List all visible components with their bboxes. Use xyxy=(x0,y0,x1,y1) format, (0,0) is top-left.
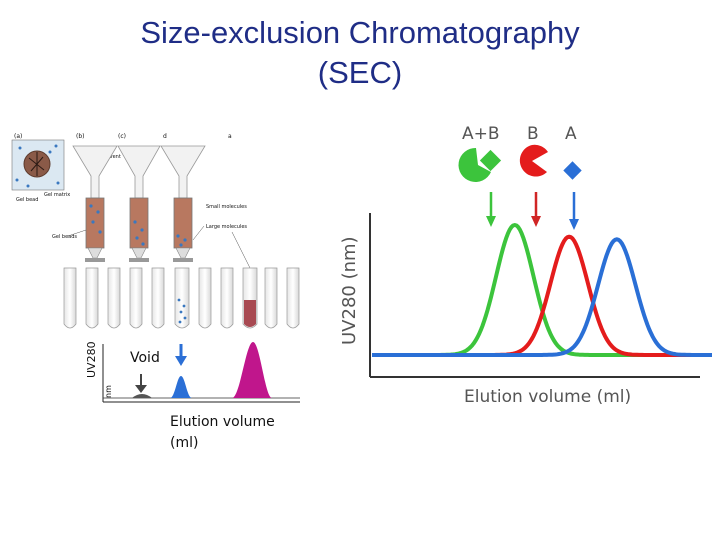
label-gel-beads: Gel beads xyxy=(52,234,77,240)
left-chromatogram: Void UV280 nm Elution volume (ml) xyxy=(85,341,300,451)
label-large-molecules: Large molecules xyxy=(206,224,247,230)
a-diamond-icon xyxy=(563,161,582,180)
label-small-molecules: Small molecules xyxy=(206,204,247,210)
blue-arrow-icon xyxy=(569,192,579,230)
right-y-axis-label: UV280 (nm) xyxy=(339,236,360,345)
panel-letter-d: d xyxy=(163,133,167,140)
label-gel-matrix: Gel matrix xyxy=(44,192,70,198)
column-3 xyxy=(173,197,193,288)
panel-letter-b: (b) xyxy=(76,133,85,140)
mid-arrow-icon xyxy=(175,356,187,366)
b-pacman-icon xyxy=(519,144,548,177)
slide-title-line1: Size-exclusion Chromatography xyxy=(140,15,580,50)
right-x-axis-label: Elution volume (ml) xyxy=(464,387,631,407)
left-y-axis-label: UV280 xyxy=(85,341,98,378)
void-label: Void xyxy=(130,350,160,366)
legend-label-a: A xyxy=(565,124,577,144)
column-2 xyxy=(129,197,149,262)
column-illustration: (a) (b) (c) d a Gel bead Gel matrix Solv… xyxy=(11,133,300,329)
red-arrow-icon xyxy=(531,192,541,227)
label-solvent: Solvent xyxy=(102,154,121,160)
panel-letter-e: a xyxy=(228,133,232,140)
funnel-3 xyxy=(160,145,206,199)
gel-bead-inset xyxy=(11,139,65,191)
slide-title-line2: (SEC) xyxy=(317,55,403,90)
panel-letter-a: (a) xyxy=(14,133,22,140)
funnel-1 xyxy=(72,145,118,199)
series-line-b xyxy=(371,234,713,357)
label-gel-bead: Gel bead xyxy=(16,197,38,203)
column-1 xyxy=(85,197,105,262)
test-tube-rack xyxy=(63,267,300,329)
series-line-a xyxy=(371,237,713,357)
series-line-a-plus-b xyxy=(371,223,713,357)
funnel-2 xyxy=(117,145,161,199)
legend-label-b: B xyxy=(527,124,539,144)
left-y-axis-unit: nm xyxy=(104,385,113,398)
void-peak xyxy=(132,394,152,398)
panel-letter-c: (c) xyxy=(118,133,126,140)
green-arrow-icon xyxy=(486,192,496,227)
late-peak xyxy=(232,342,272,398)
mid-peak xyxy=(170,376,192,398)
void-arrow-icon xyxy=(135,385,147,393)
left-x-axis-label-line1: Elution volume xyxy=(170,414,275,430)
left-x-axis-label-line2: (ml) xyxy=(170,435,198,451)
a-plus-b-complex-icon xyxy=(458,147,502,182)
legend-label-a-plus-b: A+B xyxy=(462,124,500,144)
right-panel: A+B B A UV280 (nm) Elution volume (ml) xyxy=(339,124,713,407)
